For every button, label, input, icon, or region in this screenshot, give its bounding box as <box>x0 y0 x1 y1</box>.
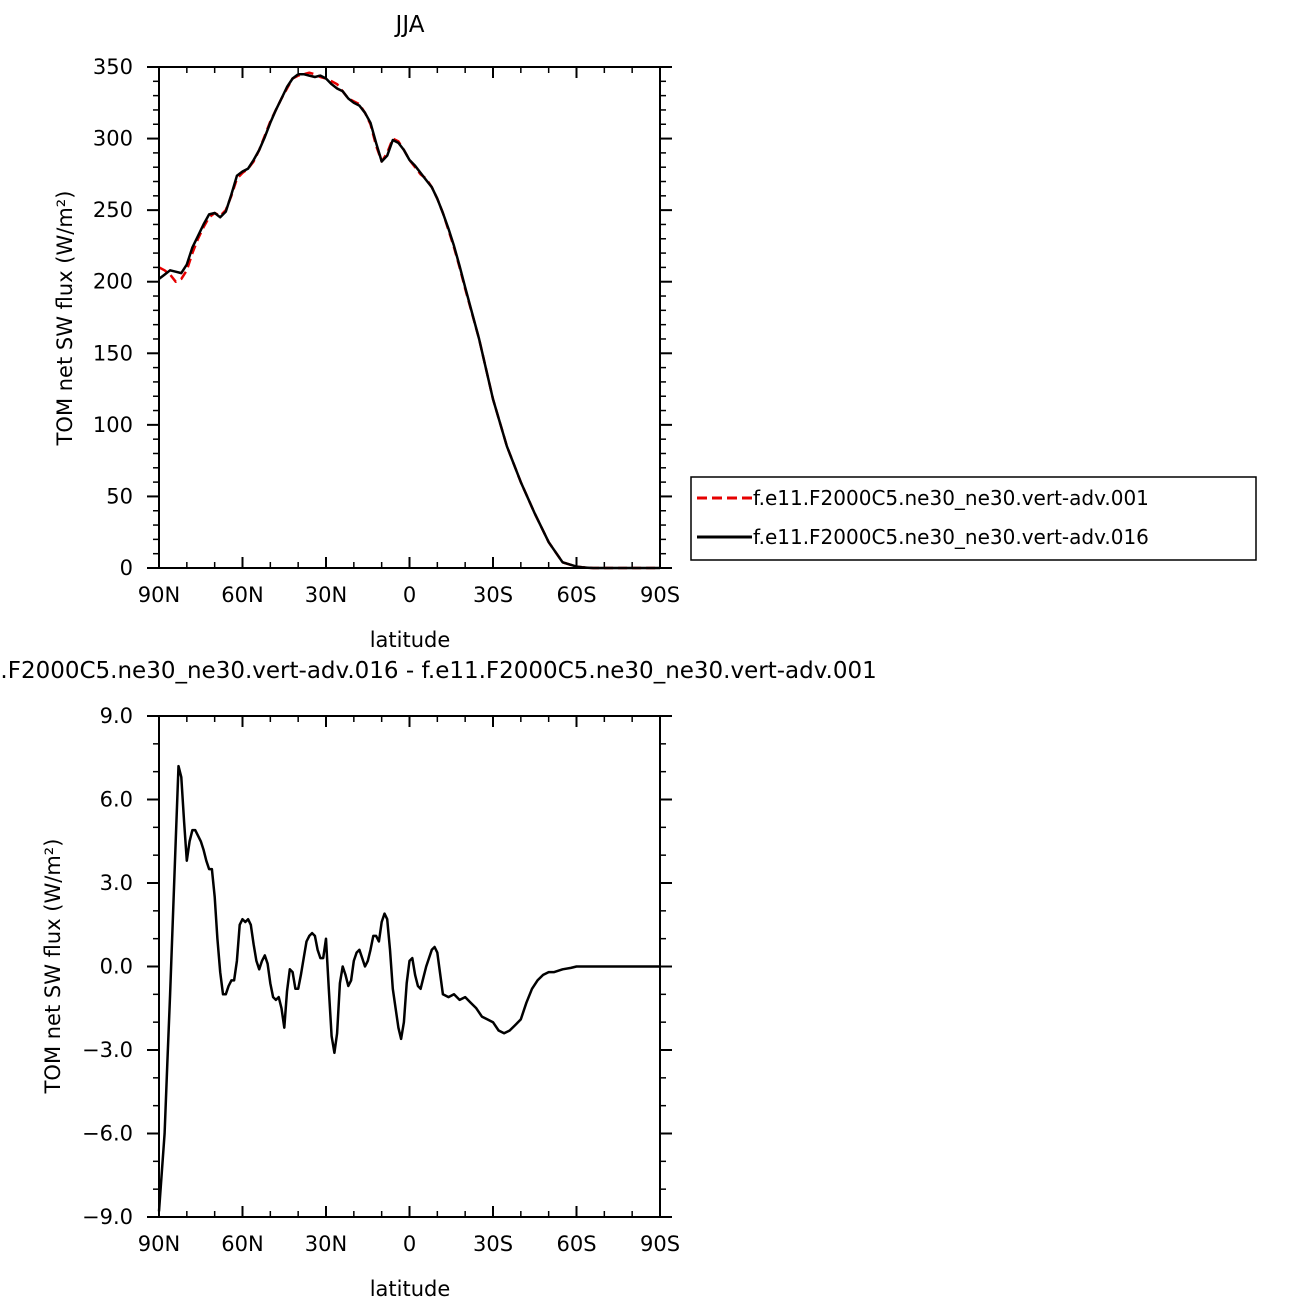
top-y-tick-label: 250 <box>93 198 133 222</box>
legend-label-series-2: f.e11.F2000C5.ne30_ne30.vert-adv.016 <box>753 525 1149 549</box>
bottom-y-axis-label: TOM net SW flux (W/m²) <box>41 839 65 1095</box>
bottom-series <box>157 764 660 1212</box>
bottom-x-tick-label: 90S <box>640 1232 680 1256</box>
top-y-axis-label: TOM net SW flux (W/m²) <box>53 191 77 447</box>
top-panel: JJA TOM net SW flux (W/m²) latitude 90N 6… <box>53 12 680 652</box>
top-x-tick-label: 30N <box>305 583 347 607</box>
bottom-panel: f.e11.F2000C5.ne30_ne30.vert-adv.016 - f… <box>0 658 877 1301</box>
top-series-line-1 <box>158 71 660 570</box>
bottom-x-tick-label: 60S <box>556 1232 596 1256</box>
top-x-tick-label: 60S <box>556 583 596 607</box>
bottom-y-tick-label: 6.0 <box>100 788 133 812</box>
top-y-tick-label: 150 <box>93 341 133 365</box>
top-x-tick-label: 30S <box>473 583 513 607</box>
bottom-series-line-1 <box>157 764 660 1212</box>
bottom-y-tick-label: 3.0 <box>100 871 133 895</box>
bottom-ticks <box>147 715 672 1218</box>
bottom-x-axis-label: latitude <box>370 1277 451 1301</box>
bottom-y-tick-label: 9.0 <box>100 704 133 728</box>
legend-label-series-1: f.e11.F2000C5.ne30_ne30.vert-adv.001 <box>753 486 1149 510</box>
top-x-tick-label: 60N <box>221 583 263 607</box>
bottom-x-tick-label: 90N <box>138 1232 180 1256</box>
bottom-y-tick-label: 0.0 <box>100 955 133 979</box>
top-y-tick-label: 350 <box>93 55 133 79</box>
top-y-tick-label: 200 <box>93 270 133 294</box>
bottom-x-tick-label: 0 <box>403 1232 416 1256</box>
bottom-x-tick-label: 30S <box>473 1232 513 1256</box>
top-series-line-2 <box>158 72 660 570</box>
top-y-tick-label: 50 <box>106 484 133 508</box>
top-y-tick-label: 100 <box>93 413 133 437</box>
bottom-y-tick-label: −3.0 <box>82 1038 133 1062</box>
bottom-x-tick-label: 60N <box>221 1232 263 1256</box>
bottom-plot-frame <box>158 715 661 1218</box>
top-plot-frame <box>158 66 661 569</box>
top-tick-labels: 90N 60N 30N 0 30S 60S 90S 0 50 100 150 200 250 300 350 <box>93 55 680 607</box>
bottom-tick-labels: 90N 60N 30N 0 30S 60S 90S −9.0 −6.0 −3.0 0.0 3.0 6.0… <box>82 704 680 1256</box>
top-y-tick-label: 0 <box>120 556 133 580</box>
bottom-y-axis-label-group: TOM net SW flux (W/m²) <box>41 839 65 1095</box>
top-x-tick-label: 90S <box>640 583 680 607</box>
top-x-axis-label: latitude <box>370 628 451 652</box>
bottom-x-tick-label: 30N <box>305 1232 347 1256</box>
top-chart-title: JJA <box>394 12 425 38</box>
top-series <box>158 71 660 570</box>
legend-box <box>690 476 1257 561</box>
bottom-y-tick-label: −6.0 <box>82 1122 133 1146</box>
bottom-chart-title: f.e11.F2000C5.ne30_ne30.vert-adv.016 - f… <box>0 658 877 684</box>
top-x-tick-label: 0 <box>403 583 416 607</box>
legend: f.e11.F2000C5.ne30_ne30.vert-adv.001 f.e… <box>690 476 1257 561</box>
top-y-tick-label: 300 <box>93 127 133 151</box>
top-y-axis-label-group: TOM net SW flux (W/m²) <box>53 191 77 447</box>
bottom-y-tick-label: −9.0 <box>82 1205 133 1229</box>
top-ticks <box>147 66 672 569</box>
top-x-tick-label: 90N <box>138 583 180 607</box>
